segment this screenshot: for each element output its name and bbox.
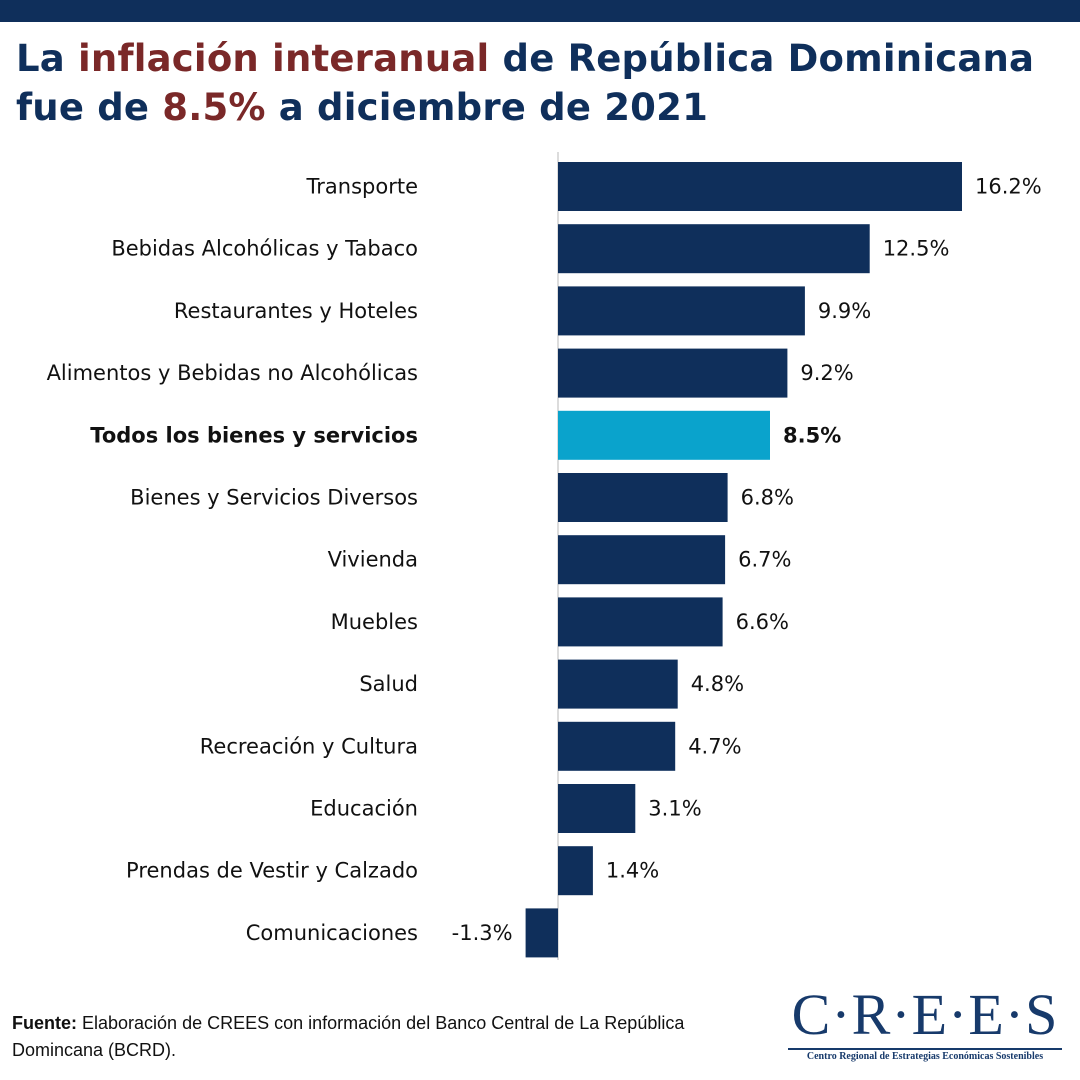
category-label: Bienes y Servicios Diversos [130,486,418,510]
value-label: 4.7% [688,734,741,758]
bar-13 [525,908,558,958]
bar-9 [558,659,678,709]
page-title: La inflación interanual de República Dom… [16,34,1066,132]
logo-rule [788,1048,1062,1050]
category-label: Todos los bienes y servicios [90,423,418,447]
category-label: Recreación y Cultura [200,734,418,758]
logo-wordmark: C·R·E·E·S [791,982,1059,1047]
crees-logo: C·R·E·E·S Centro Regional de Estrategias… [784,984,1066,1068]
value-label: 3.1% [648,797,701,821]
value-label: 9.9% [818,299,871,323]
category-label: Restaurantes y Hoteles [174,299,418,323]
title-part-3: a diciembre de 2021 [265,86,709,129]
bar-8 [558,597,723,647]
category-label: Comunicaciones [246,921,418,945]
value-label: 6.7% [738,548,791,572]
bar-7 [558,535,726,585]
category-label: Vivienda [328,548,418,572]
bar-11 [558,784,636,833]
category-label: Alimentos y Bebidas no Alcohólicas [47,361,418,385]
bar-2 [558,224,870,274]
value-label: 12.5% [883,237,950,261]
source-text: Elaboración de CREES con información del… [12,1013,685,1060]
bar-chart: Transporte 16.2% Bebidas Alcohólicas y Tab… [47,152,1042,960]
source-note: Fuente: Elaboración de CREES con informa… [12,1010,772,1064]
source-label: Fuente: [12,1013,77,1033]
top-band [0,0,1080,22]
value-label: 9.2% [800,361,853,385]
category-label: Prendas de Vestir y Calzado [126,859,418,883]
logo-subtitle: Centro Regional de Estrategias Económica… [806,1051,1044,1062]
title-accent-2: 8.5% [162,86,266,129]
value-label: 16.2% [975,175,1042,199]
category-label: Salud [359,672,418,696]
bar-3 [558,286,805,336]
category-label: Bebidas Alcohólicas y Tabaco [111,237,418,261]
bar-4 [558,348,788,398]
bar-1 [558,162,962,211]
title-accent-1: inflación interanual [78,37,490,80]
title-part-1: La [16,37,79,80]
bar-6 [558,473,728,522]
bar-10 [558,721,676,771]
value-label: 6.8% [741,486,794,510]
value-label: 6.6% [736,610,789,634]
bar-5 [558,410,770,460]
bar-12 [558,846,593,896]
category-label: Educación [310,797,418,821]
value-label: 8.5% [783,423,841,447]
value-label: 1.4% [606,859,659,883]
category-label: Transporte [306,175,418,199]
value-label: 4.8% [691,672,744,696]
value-label: -1.3% [452,921,513,945]
category-label: Muebles [331,610,418,634]
title-part-2: de República Dominicana fue de [16,37,1035,129]
